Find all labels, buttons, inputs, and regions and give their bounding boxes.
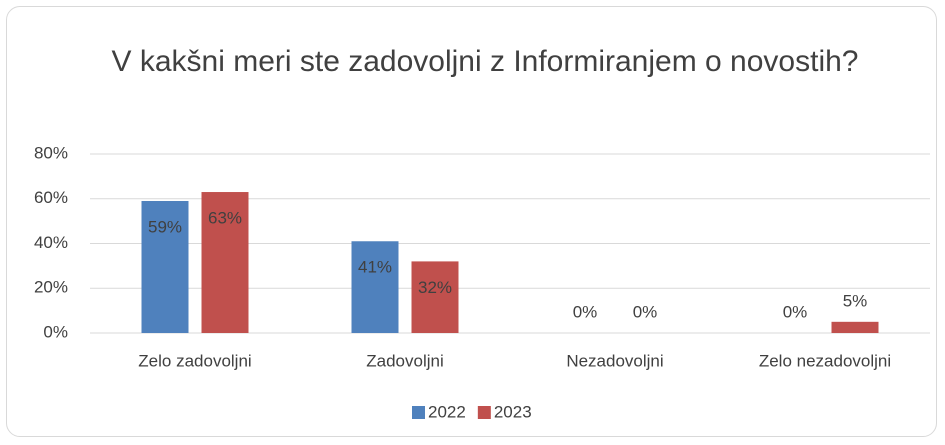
x-tick-label: Nezadovoljni: [566, 351, 663, 370]
data-label: 5%: [843, 291, 868, 310]
x-tick-label: Zelo zadovoljni: [138, 351, 251, 370]
x-tick-label: Zelo nezadovoljni: [759, 351, 891, 370]
x-tick-label: Zadovoljni: [366, 351, 444, 370]
bar: [351, 241, 399, 333]
bar: [411, 261, 459, 333]
bar: [201, 192, 249, 333]
bar: [141, 200, 189, 333]
legend-label: 2023: [494, 402, 532, 421]
data-label: 59%: [148, 217, 182, 236]
y-tick-label: 40%: [34, 233, 68, 252]
data-label: 63%: [208, 209, 242, 228]
chart-frame: [6, 6, 937, 437]
bar: [831, 321, 879, 333]
y-tick-label: 20%: [34, 278, 68, 297]
y-tick-label: 60%: [34, 188, 68, 207]
y-tick-label: 0%: [43, 322, 68, 341]
data-label: 32%: [418, 278, 452, 297]
legend-label: 2022: [428, 402, 466, 421]
chart-title: V kakšni meri ste zadovoljni z Informira…: [111, 45, 859, 78]
data-label: 0%: [633, 302, 658, 321]
data-label: 41%: [358, 258, 392, 277]
legend-swatch: [412, 406, 425, 419]
data-label: 0%: [783, 302, 808, 321]
y-tick-label: 80%: [34, 143, 68, 162]
legend-swatch: [477, 406, 491, 419]
data-label: 0%: [573, 302, 598, 321]
